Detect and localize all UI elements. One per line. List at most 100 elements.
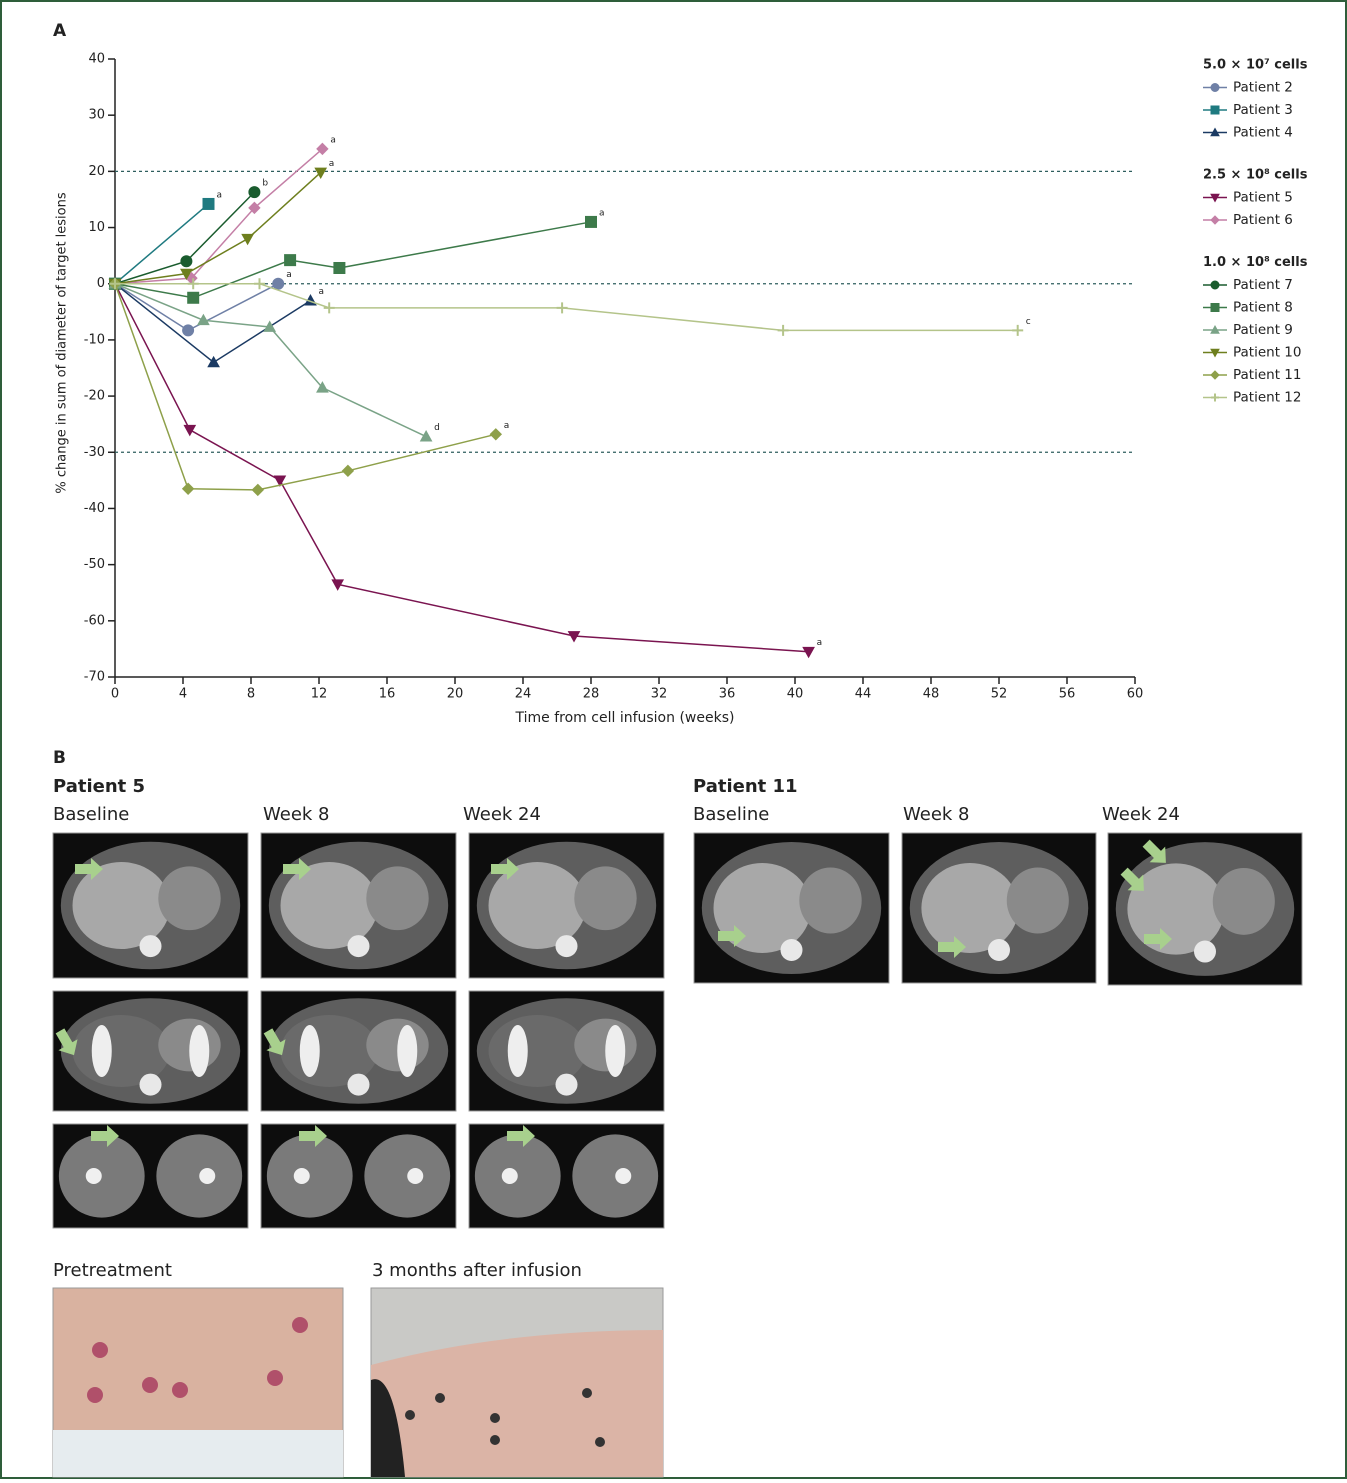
- column-label: Week 24: [463, 804, 541, 825]
- y-tick-label: -10: [84, 332, 105, 347]
- y-tick-label: -50: [84, 557, 105, 572]
- figure: A Time from cell infusion (weeks) % chan…: [0, 0, 1347, 1479]
- lesion: [292, 1317, 308, 1333]
- legend-label: Patient 5: [1233, 190, 1293, 206]
- end-label: a: [286, 270, 292, 280]
- x-tick-label: 0: [111, 687, 119, 702]
- ct-bone: [140, 935, 162, 957]
- ct-bone: [781, 939, 803, 961]
- x-tick-label: 8: [247, 687, 255, 702]
- marker: [188, 292, 199, 303]
- legend-label: Patient 6: [1233, 212, 1293, 228]
- marker: [334, 262, 345, 273]
- x-tick-label: 40: [787, 687, 804, 702]
- ct-organ: [281, 862, 379, 949]
- lesion: [435, 1393, 445, 1403]
- ct-organ: [366, 1019, 428, 1072]
- end-label: a: [330, 135, 336, 145]
- end-label: a: [599, 208, 605, 218]
- lesion: [142, 1377, 158, 1393]
- y-axis-title: % change in sum of diameter of target le…: [55, 192, 70, 493]
- x-axis-title: Time from cell infusion (weeks): [515, 710, 735, 726]
- x-tick-label: 32: [651, 687, 668, 702]
- x-tick-label: 44: [855, 687, 872, 702]
- ct-organ: [73, 862, 171, 949]
- legend-label: Patient 7: [1233, 277, 1293, 293]
- x-tick-label: 60: [1127, 687, 1144, 702]
- legend-label: Patient 8: [1233, 300, 1293, 316]
- legend-group-title: 5.0 × 10⁷ cells: [1203, 58, 1308, 73]
- end-label: a: [504, 421, 510, 431]
- lesion: [87, 1387, 103, 1403]
- patient-title: Patient 11: [693, 776, 798, 797]
- legend-group-title: 2.5 × 10⁸ cells: [1203, 168, 1308, 183]
- lesion: [267, 1370, 283, 1386]
- y-tick-label: -20: [84, 389, 105, 404]
- lesion: [490, 1413, 500, 1423]
- y-tick-label: 40: [88, 52, 105, 67]
- marker: [1211, 304, 1219, 312]
- marker: [249, 187, 260, 198]
- x-tick-label: 24: [515, 687, 532, 702]
- ct-bone: [140, 1074, 162, 1096]
- marker: [203, 198, 214, 209]
- panel-label: B: [53, 748, 66, 768]
- column-label: Baseline: [53, 804, 129, 825]
- ct-bone: [502, 1168, 518, 1184]
- legend-label: Patient 12: [1233, 390, 1301, 406]
- ct-bone: [294, 1168, 310, 1184]
- photo-label: 3 months after infusion: [372, 1260, 582, 1281]
- ct-organ: [574, 866, 636, 930]
- end-label: a: [217, 190, 223, 200]
- marker: [1211, 84, 1219, 92]
- x-tick-label: 20: [447, 687, 464, 702]
- panel-label: A: [53, 21, 67, 41]
- y-tick-label: -40: [84, 501, 105, 516]
- x-tick-label: 4: [179, 687, 187, 702]
- patient-title: Patient 5: [53, 776, 145, 797]
- marker: [586, 216, 597, 227]
- end-label: a: [319, 287, 325, 297]
- y-tick-label: 10: [88, 220, 105, 235]
- y-tick-label: -30: [84, 445, 105, 460]
- column-label: Week 24: [1102, 804, 1180, 825]
- ct-organ: [921, 863, 1018, 953]
- legend-label: Patient 3: [1233, 102, 1293, 118]
- ct-bone: [348, 1074, 370, 1096]
- figure-border: [1, 1, 1346, 1478]
- ct-organ: [158, 1019, 220, 1072]
- marker: [273, 278, 284, 289]
- ct-bone: [86, 1168, 102, 1184]
- ct-bone: [508, 1025, 528, 1077]
- ct-bone: [556, 935, 578, 957]
- marker: [181, 256, 192, 267]
- end-label: d: [434, 423, 440, 433]
- end-label: a: [817, 638, 823, 648]
- legend-label: Patient 10: [1233, 345, 1301, 361]
- column-label: Week 8: [903, 804, 970, 825]
- legend-label: Patient 2: [1233, 80, 1293, 96]
- end-label: a: [329, 159, 335, 169]
- ct-organ: [158, 866, 220, 930]
- marker: [183, 325, 194, 336]
- column-label: Baseline: [693, 804, 769, 825]
- x-tick-label: 52: [991, 687, 1008, 702]
- x-tick-label: 28: [583, 687, 600, 702]
- photo-label: Pretreatment: [53, 1260, 172, 1281]
- ct-bone: [397, 1025, 417, 1077]
- lesion: [595, 1437, 605, 1447]
- column-label: Week 8: [263, 804, 330, 825]
- ct-bone: [348, 935, 370, 957]
- y-tick-label: -60: [84, 613, 105, 628]
- lesion: [582, 1388, 592, 1398]
- y-tick-label: 20: [88, 164, 105, 179]
- end-label: b: [262, 179, 268, 189]
- y-tick-label: -70: [84, 670, 105, 685]
- ct-bone: [92, 1025, 112, 1077]
- ct-organ: [799, 868, 861, 934]
- ct-bone: [605, 1025, 625, 1077]
- ct-organ: [489, 862, 587, 949]
- legend-label: Patient 4: [1233, 125, 1293, 141]
- photo-bg: [53, 1430, 343, 1477]
- ct-organ: [574, 1019, 636, 1072]
